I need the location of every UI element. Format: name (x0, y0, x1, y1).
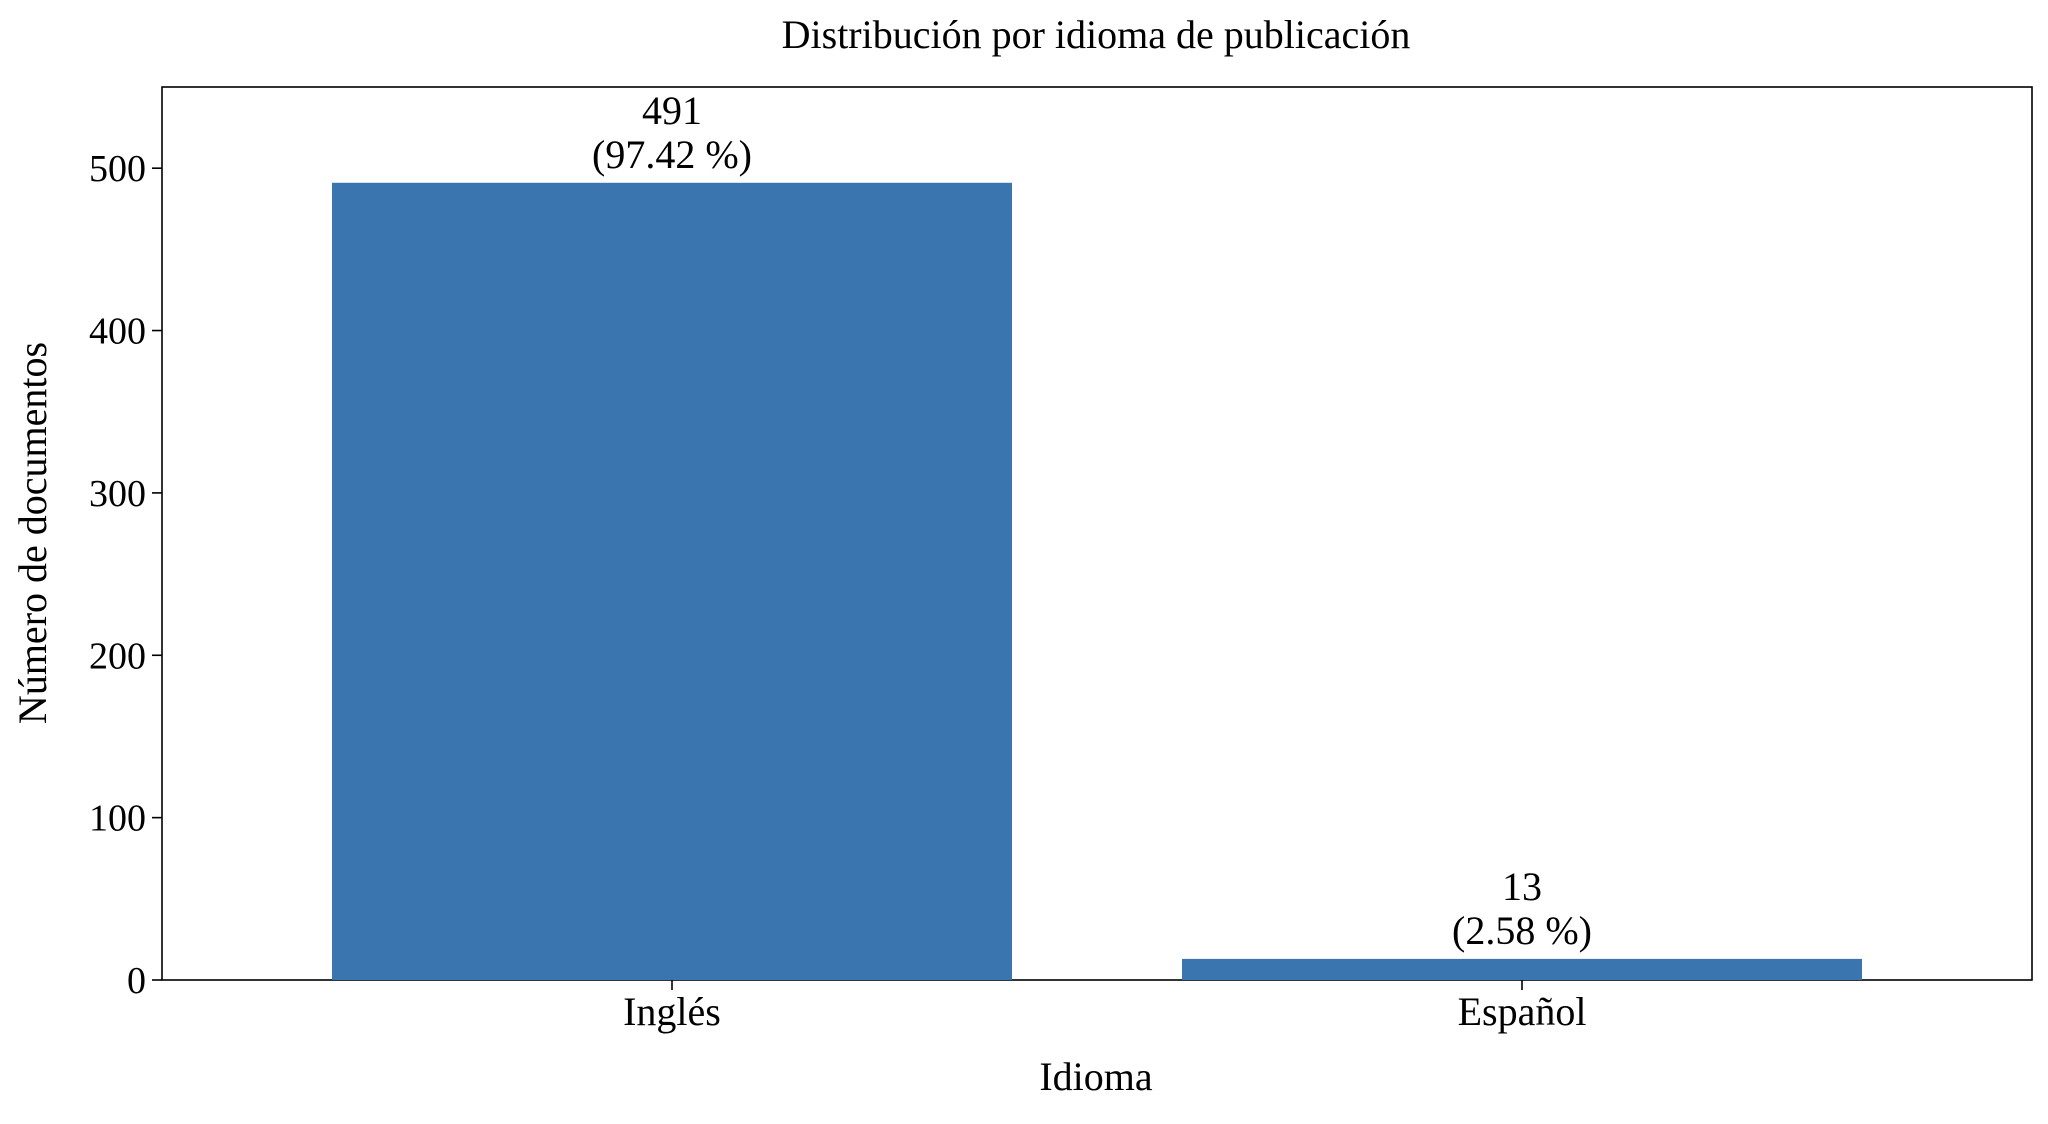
y-axis: 0 100 200 300 400 500 (89, 148, 162, 1002)
y-tick-label: 200 (89, 635, 146, 677)
bar-percent-label: (97.42 %) (592, 132, 752, 177)
x-axis: Inglés Español (623, 980, 1586, 1034)
bar-value-label: 491 (642, 88, 702, 133)
bars-group (332, 182, 1862, 980)
y-tick-label: 500 (89, 148, 146, 190)
x-tick-label: Inglés (623, 989, 721, 1034)
bar-percent-label: (2.58 %) (1452, 908, 1592, 953)
y-tick-label: 300 (89, 473, 146, 515)
y-tick-label: 400 (89, 311, 146, 353)
bar-labels-group: 491(97.42 %) 13(2.58 %) (592, 88, 1592, 953)
y-axis-label: Número de documentos (10, 342, 55, 724)
y-tick-label: 0 (127, 960, 146, 1002)
bar-1 (332, 182, 1012, 980)
plot-area: 491(97.42 %) 13(2.58 %) (161, 86, 2033, 981)
chart-title: Distribución por idioma de publicación (782, 12, 1411, 57)
y-tick-label: 100 (89, 798, 146, 840)
bar-2 (1182, 958, 1862, 980)
plot-frame (161, 86, 2033, 981)
x-tick-label: Español (1458, 989, 1587, 1034)
bar-value-label: 13 (1502, 864, 1542, 909)
x-axis-label: Idioma (1039, 1054, 1153, 1099)
